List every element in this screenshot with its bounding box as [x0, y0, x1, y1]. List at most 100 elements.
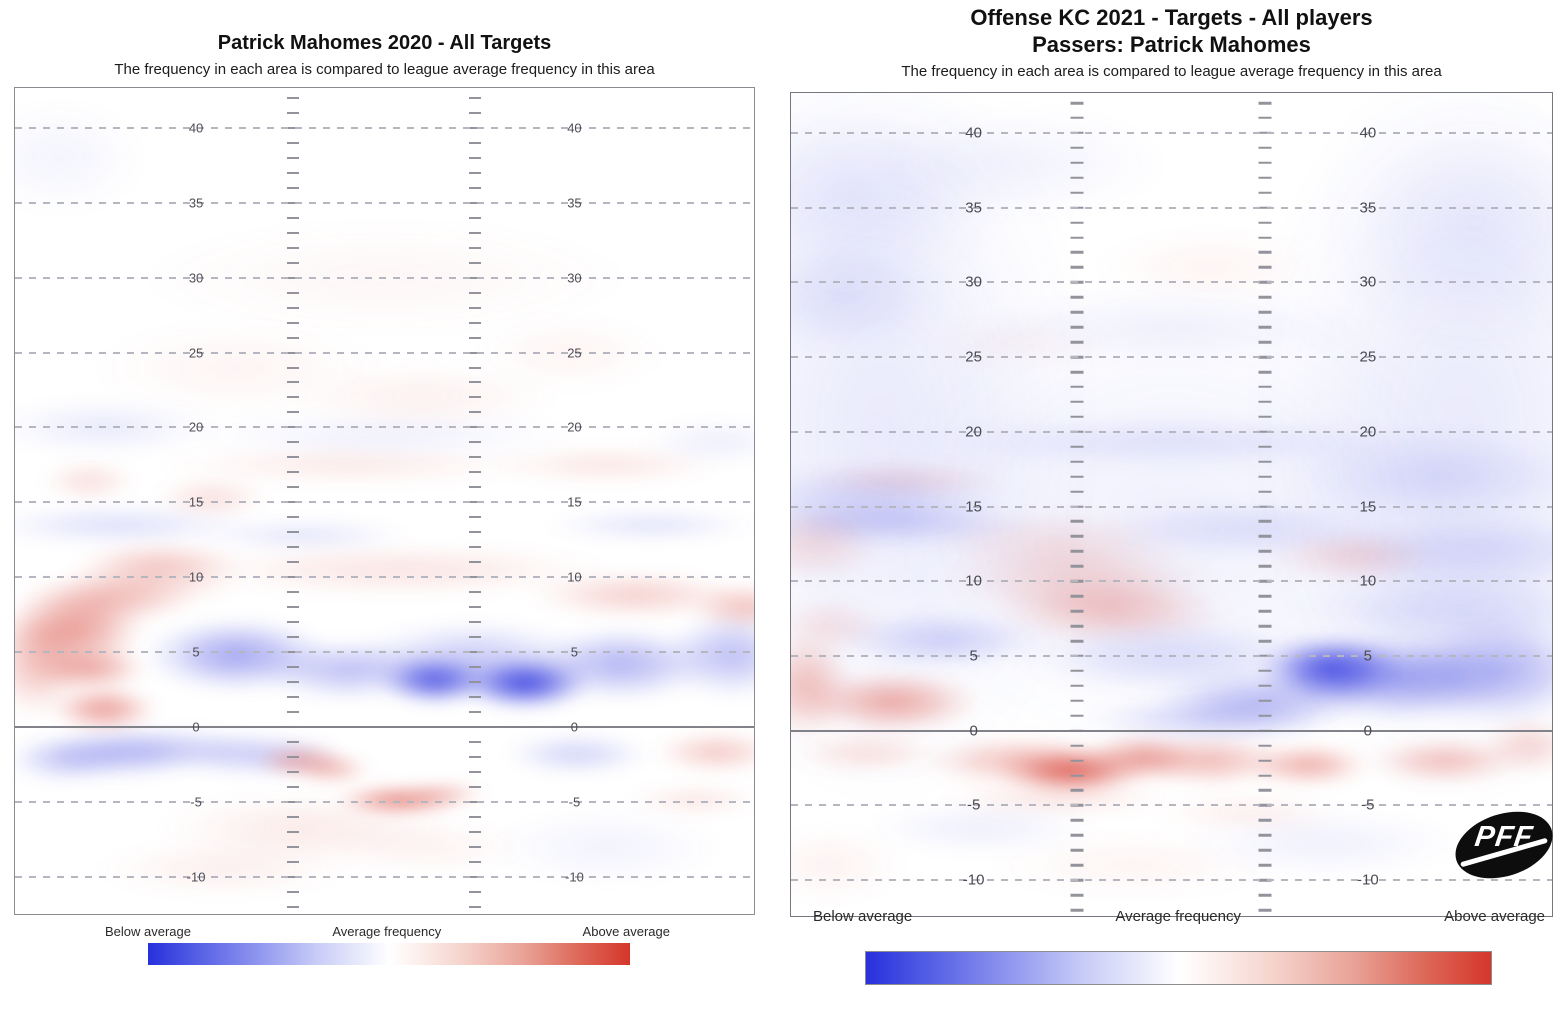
hash-mark-tick: [286, 456, 299, 459]
above-average-heat-blob: [1243, 743, 1374, 788]
hash-mark-tick: [1258, 535, 1272, 538]
above-average-heat-blob: [791, 731, 948, 776]
hash-mark-tick: [469, 890, 482, 893]
hash-mark-tick: [469, 156, 482, 159]
below-average-heat-blob: [52, 725, 273, 774]
above-average-heat-blob: [1365, 736, 1526, 785]
yard-gridline: [15, 875, 754, 878]
yard-number-label: 5: [1363, 647, 1372, 665]
yard-number-label: 20: [567, 419, 582, 435]
hash-mark-tick: [1258, 400, 1272, 404]
hash-mark-tick: [286, 830, 299, 833]
yard-gridline: [791, 281, 1552, 284]
hash-mark-tick: [1070, 624, 1084, 628]
yard-gridline: [791, 654, 1552, 657]
legend-average-frequency-label: Average frequency: [1115, 908, 1241, 925]
hash-mark-tick: [286, 381, 299, 384]
hash-mark-tick: [286, 141, 299, 144]
above-average-heat-blob: [150, 475, 271, 520]
hash-mark-tick: [1070, 714, 1084, 717]
hash-mark-tick: [469, 381, 482, 384]
hash-mark-tick: [1070, 266, 1084, 269]
hash-mark-tick: [469, 336, 482, 339]
hash-mark-tick: [1070, 101, 1084, 105]
pff-logo-text: PFF: [1472, 821, 1536, 853]
above-average-heat-blob: [91, 839, 352, 900]
yard-gridline: [15, 126, 754, 129]
yard-number-label: 5: [570, 644, 579, 660]
yard-gridline: [791, 356, 1552, 359]
below-average-heat-blob: [833, 609, 1054, 670]
hash-mark-tick: [469, 246, 482, 249]
hash-mark-tick: [1070, 221, 1084, 224]
yard-number-label: 10: [1359, 572, 1377, 590]
yard-number-label: 40: [1359, 124, 1377, 142]
below-average-heat-blob: [1097, 498, 1398, 559]
hash-mark-tick: [469, 396, 482, 399]
above-average-heat-blob: [652, 730, 754, 775]
hash-mark-tick: [1258, 251, 1272, 254]
hash-mark-tick: [469, 621, 482, 624]
yard-number-label: 30: [1359, 273, 1377, 291]
below-average-heat-blob: [141, 616, 332, 693]
below-average-heat-blob: [193, 517, 414, 554]
hash-mark-tick: [1258, 490, 1272, 493]
below-average-heat-blob: [1277, 426, 1552, 527]
yard-number-label: -5: [190, 794, 202, 810]
yard-number-label: -10: [1356, 871, 1379, 889]
below-average-heat-blob: [15, 502, 259, 547]
hash-mark-tick: [286, 231, 299, 234]
above-average-heat-blob: [802, 670, 983, 735]
hash-mark-tick: [1070, 789, 1084, 792]
hash-mark-tick: [286, 905, 299, 908]
below-average-heat-blob: [1256, 634, 1407, 705]
hash-mark-tick: [469, 830, 482, 833]
below-average-heat-blob: [15, 734, 124, 785]
hash-mark-tick: [469, 411, 482, 414]
hash-mark-tick: [1070, 370, 1084, 374]
hash-mark-tick: [1070, 863, 1084, 867]
hash-mark-tick: [1258, 669, 1272, 673]
hash-mark-tick: [1070, 415, 1084, 419]
hash-mark-tick: [1070, 296, 1084, 299]
yard-gridline: [15, 650, 754, 653]
hash-mark-tick: [1258, 714, 1272, 717]
hash-mark-tick: [1070, 535, 1084, 538]
yard-number-label: 15: [965, 498, 982, 516]
hash-mark-tick: [1070, 460, 1084, 463]
above-average-heat-blob: [15, 599, 88, 720]
hash-mark-tick: [1258, 340, 1272, 344]
above-average-heat-blob: [795, 459, 1016, 500]
hash-mark-tick: [469, 306, 482, 309]
hash-mark-tick: [286, 621, 299, 624]
hash-mark-tick: [286, 606, 299, 609]
hash-mark-tick: [1070, 146, 1084, 150]
hash-mark-tick: [1258, 789, 1272, 792]
legend-colorbar: [148, 943, 630, 965]
above-average-heat-blob: [328, 816, 529, 877]
hash-mark-tick: [1258, 908, 1272, 912]
hash-mark-tick: [1258, 310, 1272, 314]
hash-mark-tick: [1258, 161, 1272, 165]
hash-mark-tick: [286, 396, 299, 399]
hash-mark-tick: [1070, 908, 1084, 912]
below-average-heat-blob: [456, 655, 593, 712]
yard-number-label: 40: [567, 120, 582, 136]
hash-mark-tick: [286, 411, 299, 414]
below-average-heat-blob: [1289, 633, 1510, 724]
yard-number-label: 30: [965, 273, 982, 291]
yard-number-label: 0: [192, 719, 200, 735]
chart-title-line1: Offense KC 2021 - Targets - All players: [970, 5, 1373, 30]
yard-number-label: 20: [1359, 423, 1377, 441]
hash-mark-tick: [1070, 400, 1084, 404]
hash-mark-tick: [286, 860, 299, 863]
hash-mark-tick: [1070, 594, 1084, 598]
hash-mark-tick: [286, 845, 299, 848]
hash-mark-tick: [1070, 310, 1084, 314]
yard-number-label: -10: [962, 871, 985, 889]
hash-mark-tick: [1070, 759, 1084, 762]
hash-mark-tick: [1070, 340, 1084, 344]
below-average-heat-blob: [1398, 615, 1552, 726]
yard-gridline: [791, 430, 1552, 433]
